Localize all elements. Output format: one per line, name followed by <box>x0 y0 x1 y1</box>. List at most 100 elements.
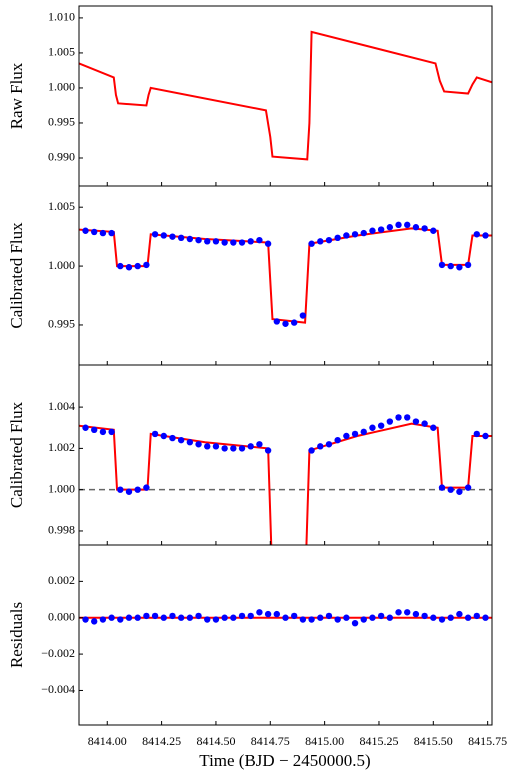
binned-point <box>212 616 220 623</box>
binned-point <box>160 432 167 440</box>
y-tick-label: 0.995 <box>48 115 75 129</box>
binned-point <box>264 610 272 618</box>
binned-point <box>108 229 115 237</box>
binned-point <box>117 262 124 270</box>
binned-point <box>343 432 350 440</box>
binned-point <box>404 414 411 421</box>
binned-point <box>404 221 411 229</box>
y-axis-label: Calibrated Flux <box>7 222 26 329</box>
binned-point <box>238 445 246 452</box>
y-tick-label: 1.004 <box>48 399 75 413</box>
binned-point <box>351 619 359 627</box>
binned-point <box>273 610 281 618</box>
binned-point <box>160 614 167 621</box>
binned-point <box>308 616 315 623</box>
binned-point <box>430 614 437 621</box>
binned-point <box>360 616 367 623</box>
y-axis-label: Residuals <box>7 602 26 668</box>
binned-point <box>369 424 376 431</box>
binned-point <box>204 238 211 245</box>
binned-point <box>134 262 141 270</box>
binned-point <box>264 447 272 454</box>
binned-point <box>82 616 89 623</box>
binned-point <box>464 484 472 491</box>
binned-point <box>447 262 454 270</box>
binned-point <box>334 436 341 444</box>
binned-point <box>264 240 272 247</box>
binned-point <box>177 436 185 444</box>
binned-point <box>151 231 159 238</box>
binned-point <box>482 432 489 440</box>
binned-point <box>195 612 202 620</box>
binned-point <box>430 424 437 431</box>
x-tick-label: 8415.00 <box>305 734 344 748</box>
binned-point <box>412 418 420 425</box>
panel-frame <box>78 544 493 726</box>
binned-point <box>169 233 176 240</box>
binned-point <box>143 484 150 491</box>
binned-point <box>117 486 124 493</box>
panel-frame <box>78 5 493 187</box>
binned-point <box>412 610 420 618</box>
model-line <box>79 30 492 161</box>
binned-point <box>325 612 333 620</box>
binned-point <box>230 239 237 246</box>
binned-point <box>143 612 150 620</box>
binned-point <box>247 612 254 620</box>
model-line <box>79 422 492 545</box>
binned-point <box>134 614 141 621</box>
binned-point <box>91 618 98 625</box>
binned-point <box>82 424 89 431</box>
x-tick-label: 8414.75 <box>251 734 290 748</box>
binned-point <box>256 609 263 616</box>
binned-point <box>395 609 402 616</box>
x-axis-label: Time (BJD − 2450000.5) <box>199 751 370 770</box>
binned-point <box>456 264 463 271</box>
binned-point <box>238 239 246 246</box>
binned-point <box>351 231 359 238</box>
binned-point <box>204 616 211 623</box>
binned-point <box>343 232 350 239</box>
binned-point <box>238 612 246 620</box>
binned-point <box>456 610 463 618</box>
y-tick-label: 1.010 <box>48 10 75 24</box>
binned-point <box>473 231 480 238</box>
binned-point <box>177 614 185 621</box>
binned-point <box>473 612 480 620</box>
binned-point <box>395 221 402 229</box>
binned-point <box>99 229 107 237</box>
binned-point <box>438 261 446 269</box>
y-tick-label: 0.995 <box>48 317 75 331</box>
binned-point <box>299 616 307 623</box>
binned-point <box>169 612 176 620</box>
binned-point <box>247 443 254 450</box>
x-tick-label: 8415.75 <box>468 734 507 748</box>
binned-point <box>108 428 115 436</box>
binned-point <box>91 426 98 434</box>
binned-point <box>290 319 298 326</box>
binned-point <box>82 227 89 234</box>
binned-point <box>282 320 289 327</box>
binned-point <box>438 484 446 491</box>
plot-area <box>79 221 492 327</box>
binned-point <box>421 612 428 620</box>
panel-frame <box>78 185 493 366</box>
binned-point <box>360 229 367 237</box>
y-axis-label: Calibrated Flux <box>7 401 26 508</box>
binned-point <box>195 441 202 448</box>
binned-point <box>482 614 489 621</box>
binned-point <box>447 486 454 493</box>
binned-point <box>151 612 159 620</box>
binned-point <box>273 318 281 325</box>
y-tick-label: 1.002 <box>48 440 75 454</box>
binned-point <box>377 422 385 429</box>
binned-point <box>412 224 420 231</box>
binned-point <box>256 441 263 448</box>
binned-point <box>99 616 107 623</box>
x-tick-label: 8415.50 <box>414 734 453 748</box>
y-tick-label: 0.002 <box>48 573 75 587</box>
binned-point <box>221 445 228 452</box>
binned-point <box>99 428 107 436</box>
binned-point <box>456 488 463 495</box>
binned-point <box>290 612 298 620</box>
